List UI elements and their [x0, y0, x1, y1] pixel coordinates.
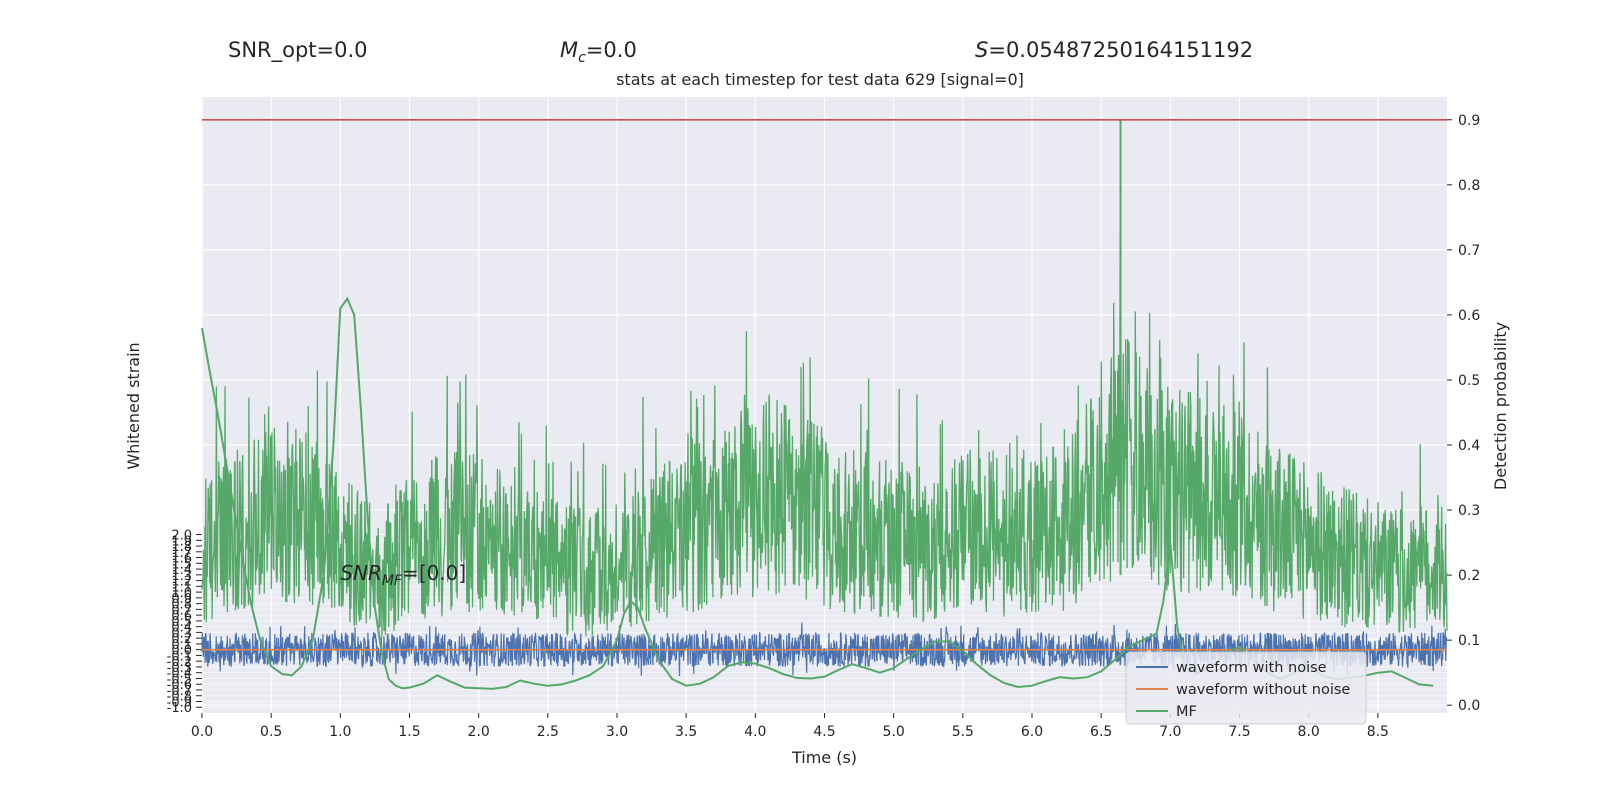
x-tick-label: 5.5: [952, 724, 974, 740]
left-tick-label: 0.5: [171, 615, 192, 630]
right-tick-label: 0.7: [1458, 243, 1480, 259]
x-tick-label: 1.5: [398, 724, 420, 740]
x-tick-label: 4.0: [744, 724, 766, 740]
s-value: =0.05487250164151192: [988, 38, 1254, 62]
left-tick-label: -0.4: [167, 667, 192, 682]
x-tick-label: 0.0: [191, 724, 213, 740]
x-tick-label: 8.0: [1298, 724, 1320, 740]
x-tick-label: 6.5: [1090, 724, 1112, 740]
left-tick-label: 1.5: [171, 557, 192, 572]
mc-subscript: c: [578, 50, 586, 67]
x-tick-label: 2.0: [468, 724, 490, 740]
right-tick-label: 0.0: [1458, 698, 1480, 714]
left-tick-label: 0.7: [171, 603, 192, 618]
left-tick-label: 0.8: [171, 598, 192, 613]
y-axis-left-label: Whitened strain: [124, 342, 143, 469]
x-tick-label: 1.0: [329, 724, 351, 740]
left-tick-label: 0.1: [171, 638, 192, 653]
detection-probability-noisy-line: [201, 119, 1448, 637]
left-tick-label: 1.1: [171, 580, 192, 595]
left-tick-label: 1.3: [171, 569, 192, 584]
left-tick-label: 0.9: [171, 592, 192, 607]
left-tick-label: -1.0: [167, 701, 192, 716]
x-tick-label: 2.5: [537, 724, 559, 740]
snr-opt-label: SNR_opt=0.0: [228, 38, 368, 62]
left-tick-label: -0.7: [167, 684, 192, 699]
left-tick-label: -0.8: [167, 690, 192, 705]
x-tick-label: 3.0: [606, 724, 628, 740]
left-tick-label: 2.0: [171, 529, 192, 544]
left-tick-label: 0.0: [171, 644, 192, 659]
legend-entry: MF: [1176, 704, 1197, 720]
right-tick-label: 0.6: [1458, 308, 1480, 324]
right-tick-label: 0.8: [1458, 178, 1480, 194]
right-tick-label: 0.5: [1458, 373, 1480, 389]
x-tick-label: 5.0: [883, 724, 905, 740]
right-tick-label: 0.2: [1458, 568, 1480, 584]
left-tick-label: 0.6: [171, 609, 192, 624]
legend-entry: waveform without noise: [1176, 682, 1350, 698]
left-tick-label: 1.7: [171, 546, 192, 561]
x-axis-label: Time (s): [791, 748, 857, 767]
legend-box: [1125, 651, 1367, 725]
left-tick-label: 0.2: [171, 632, 192, 647]
y-axis-right-label: Detection probability: [1491, 322, 1510, 490]
left-tick-label: 1.0: [171, 586, 192, 601]
x-tick-label: 0.5: [260, 724, 282, 740]
left-tick-label: -0.6: [167, 678, 192, 693]
left-tick-label: -0.9: [167, 695, 192, 710]
right-tick-label: 0.3: [1458, 503, 1480, 519]
left-tick-label: -0.1: [167, 649, 192, 664]
s-label: S=0.05487250164151192: [975, 38, 1253, 62]
left-tick-label: -0.3: [167, 661, 192, 676]
mc-label: Mc=0.0: [560, 38, 637, 66]
mc-symbol: M: [560, 38, 579, 62]
left-tick-label: 1.8: [171, 540, 192, 555]
right-tick-label: 0.4: [1458, 438, 1480, 454]
s-symbol: S: [975, 38, 989, 62]
left-tick-label: 0.3: [171, 626, 192, 641]
x-tick-label: 7.0: [1159, 724, 1181, 740]
left-tick-label: -0.5: [167, 672, 192, 687]
legend: waveform with noise waveform without nois…: [1125, 651, 1367, 725]
mc-value: =0.0: [585, 38, 637, 62]
left-tick-label: -0.2: [167, 655, 192, 670]
left-tick-label: 1.2: [171, 575, 192, 590]
x-tick-label: 6.0: [1021, 724, 1043, 740]
right-tick-label: 0.9: [1458, 113, 1480, 129]
left-tick-label: 1.4: [171, 563, 192, 578]
left-tick-label: 1.6: [171, 552, 192, 567]
x-tick-label: 3.5: [675, 724, 697, 740]
left-tick-label: 1.9: [171, 534, 192, 549]
left-tick-label: 0.4: [171, 621, 192, 636]
right-tick-label: 0.1: [1458, 633, 1480, 649]
snr-mf-annotation: SNRMF=[0.0]: [340, 561, 466, 589]
legend-entry: waveform with noise: [1176, 660, 1327, 676]
chart-title: stats at each timestep for test data 629…: [616, 70, 1024, 89]
x-tick-label: 7.5: [1228, 724, 1250, 740]
x-tick-label: 8.5: [1367, 724, 1389, 740]
x-tick-label: 4.5: [813, 724, 835, 740]
